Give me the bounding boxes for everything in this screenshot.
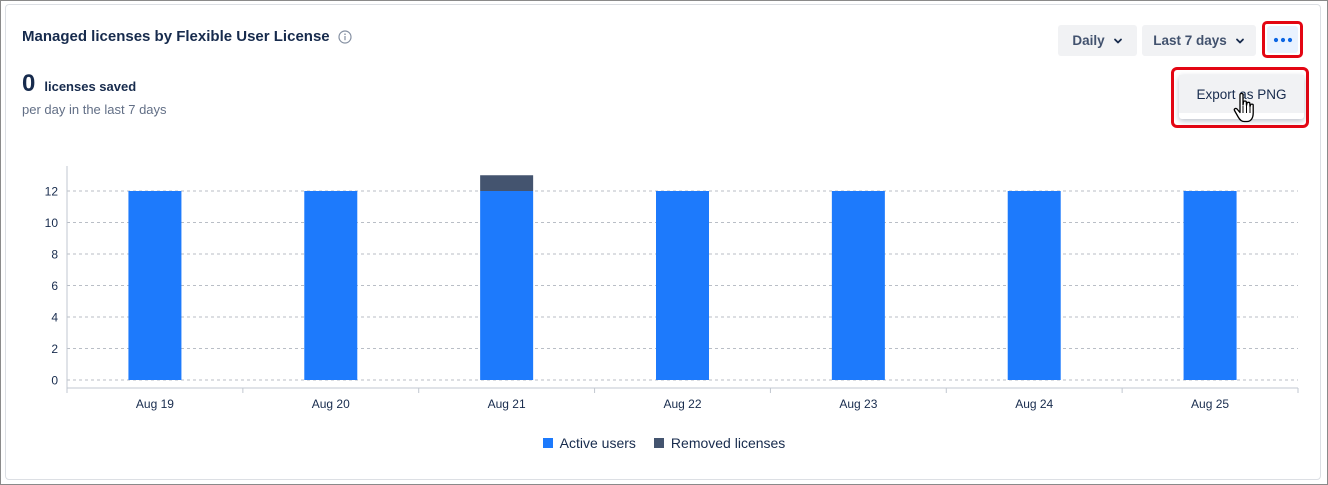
- y-tick-label: 8: [51, 248, 58, 262]
- bar-active-users: [304, 191, 358, 380]
- y-tick-label: 2: [51, 342, 58, 356]
- bar-active-users: [1183, 191, 1237, 380]
- y-tick-label: 6: [51, 279, 58, 293]
- legend-item-removed[interactable]: Removed licenses: [653, 435, 786, 451]
- granularity-dropdown[interactable]: Daily: [1058, 25, 1137, 56]
- chevron-down-icon: [1113, 38, 1122, 43]
- x-tick-label: Aug 22: [663, 397, 701, 411]
- bar-active-users: [128, 191, 182, 380]
- x-tick-label: Aug 23: [839, 397, 877, 411]
- bar-active-users: [656, 191, 709, 380]
- summary-subtitle: per day in the last 7 days: [22, 102, 167, 117]
- x-tick-label: Aug 20: [312, 397, 350, 411]
- granularity-label: Daily: [1072, 33, 1105, 48]
- x-tick-label: Aug 21: [488, 397, 526, 411]
- header: Managed licenses by Flexible User Licens…: [22, 28, 352, 45]
- y-tick-label: 0: [51, 374, 58, 388]
- bar-active-users: [480, 191, 534, 380]
- chart-legend: Active users Removed licenses: [0, 435, 1328, 451]
- bar-chart: 0 2 4 6 8 10 12 Aug 19 Aug 20 Aug 21 Aug 22 Aug 23 A…: [45, 166, 1299, 411]
- date-range-dropdown[interactable]: Last 7 days: [1142, 25, 1256, 56]
- chevron-down-icon: [1235, 38, 1244, 43]
- bar-active-users: [1007, 191, 1061, 380]
- licenses-saved-label: licenses saved: [44, 79, 137, 94]
- y-tick-label: 10: [45, 216, 59, 230]
- chart-card: [5, 4, 1321, 480]
- info-icon[interactable]: [338, 29, 352, 44]
- x-tick-label: Aug 24: [1015, 397, 1053, 411]
- legend-item-active[interactable]: Active users: [542, 435, 636, 451]
- x-tick-label: Aug 19: [136, 397, 174, 411]
- bar-removed-licenses: [480, 175, 534, 191]
- more-actions-inner: [1267, 26, 1298, 53]
- summary: 0 licenses saved: [22, 70, 136, 98]
- more-horizontal-icon: [1273, 37, 1292, 42]
- x-tick-label: Aug 25: [1191, 397, 1229, 411]
- licenses-saved-value: 0: [22, 70, 36, 97]
- legend-swatch-removed: [653, 438, 664, 448]
- y-tick-label: 12: [45, 185, 59, 199]
- bar-active-users: [831, 191, 885, 380]
- legend-label-removed: Removed licenses: [670, 435, 786, 451]
- legend-label-active: Active users: [559, 435, 636, 451]
- chart-title: Managed licenses by Flexible User Licens…: [22, 28, 330, 45]
- more-actions-button[interactable]: [1262, 21, 1303, 58]
- legend-swatch-active: [542, 438, 553, 448]
- y-tick-label: 4: [51, 311, 58, 325]
- date-range-label: Last 7 days: [1153, 33, 1227, 48]
- hand-cursor-icon: [1233, 92, 1254, 123]
